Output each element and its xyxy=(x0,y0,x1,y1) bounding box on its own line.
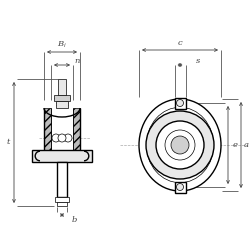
Circle shape xyxy=(176,100,184,106)
Text: e: e xyxy=(232,141,237,149)
Bar xyxy=(73,108,80,150)
Bar xyxy=(58,79,66,95)
Circle shape xyxy=(156,121,204,169)
Text: a: a xyxy=(244,141,248,149)
Text: c: c xyxy=(178,39,182,47)
Text: s: s xyxy=(196,57,200,65)
Bar xyxy=(54,95,70,101)
Circle shape xyxy=(165,130,195,160)
Circle shape xyxy=(171,136,189,154)
Circle shape xyxy=(52,134,60,142)
Ellipse shape xyxy=(139,99,221,191)
Circle shape xyxy=(176,184,184,190)
Ellipse shape xyxy=(146,107,214,183)
Bar xyxy=(57,162,67,197)
Bar xyxy=(174,182,186,192)
Circle shape xyxy=(64,134,72,142)
Bar xyxy=(55,197,69,202)
Bar xyxy=(174,98,186,108)
Text: n: n xyxy=(74,57,80,65)
Text: b: b xyxy=(71,216,77,224)
Bar xyxy=(44,108,51,150)
Text: t: t xyxy=(6,138,10,146)
Bar xyxy=(57,202,67,206)
Text: B$_i$: B$_i$ xyxy=(57,40,67,50)
Bar xyxy=(32,150,92,162)
Circle shape xyxy=(58,134,66,142)
Bar xyxy=(56,101,68,108)
Circle shape xyxy=(146,111,214,179)
